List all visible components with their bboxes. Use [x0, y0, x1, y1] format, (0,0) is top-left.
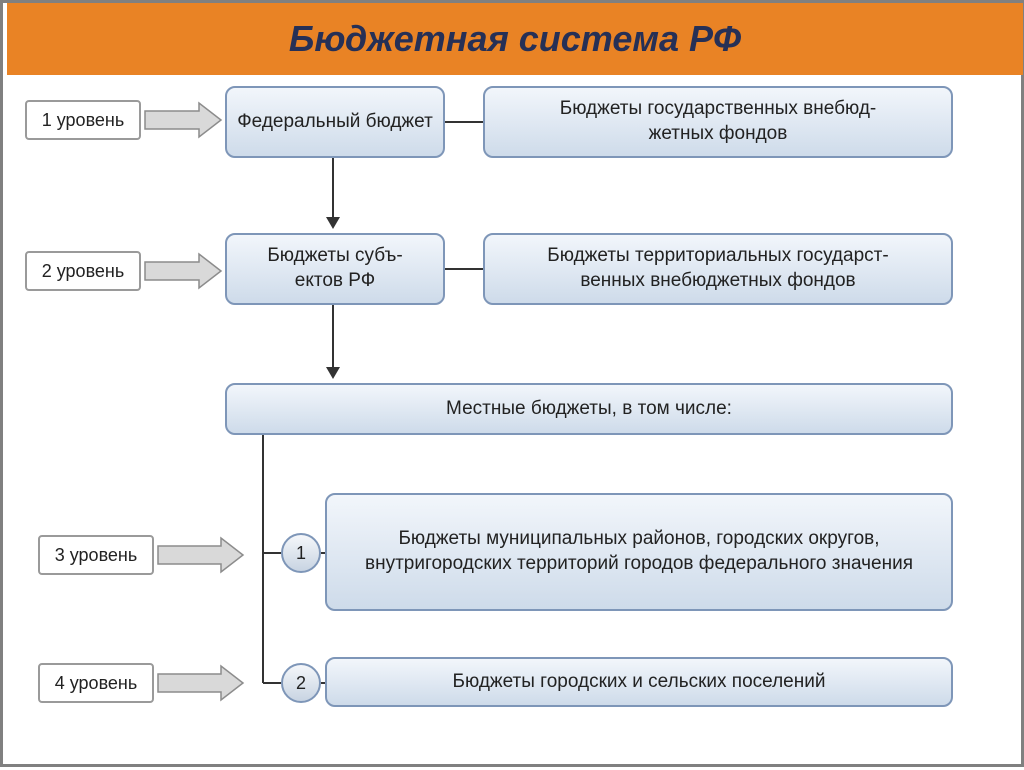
- box-b2: Бюджеты государственных внебюд- жетных ф…: [483, 86, 953, 158]
- bullet-circle-2: 2: [281, 663, 321, 703]
- level-label-3: 3 уровень: [38, 535, 154, 575]
- box-b6: Бюджеты муниципальных районов, городских…: [325, 493, 953, 611]
- level-label-2: 2 уровень: [25, 251, 141, 291]
- page-title: Бюджетная система РФ: [7, 3, 1023, 75]
- level-label-4: 4 уровень: [38, 663, 154, 703]
- diagram-canvas: Бюджетная система РФ 1 уровень 2 уровень 3 …: [0, 0, 1024, 767]
- box-b4: Бюджеты территориальных государст- венны…: [483, 233, 953, 305]
- bullet-circle-1: 1: [281, 533, 321, 573]
- box-b3: Бюджеты субъ- ектов РФ: [225, 233, 445, 305]
- box-b7: Бюджеты городских и сельских поселений: [325, 657, 953, 707]
- box-b1: Федеральный бюджет: [225, 86, 445, 158]
- level-label-1: 1 уровень: [25, 100, 141, 140]
- box-b5: Местные бюджеты, в том числе:: [225, 383, 953, 435]
